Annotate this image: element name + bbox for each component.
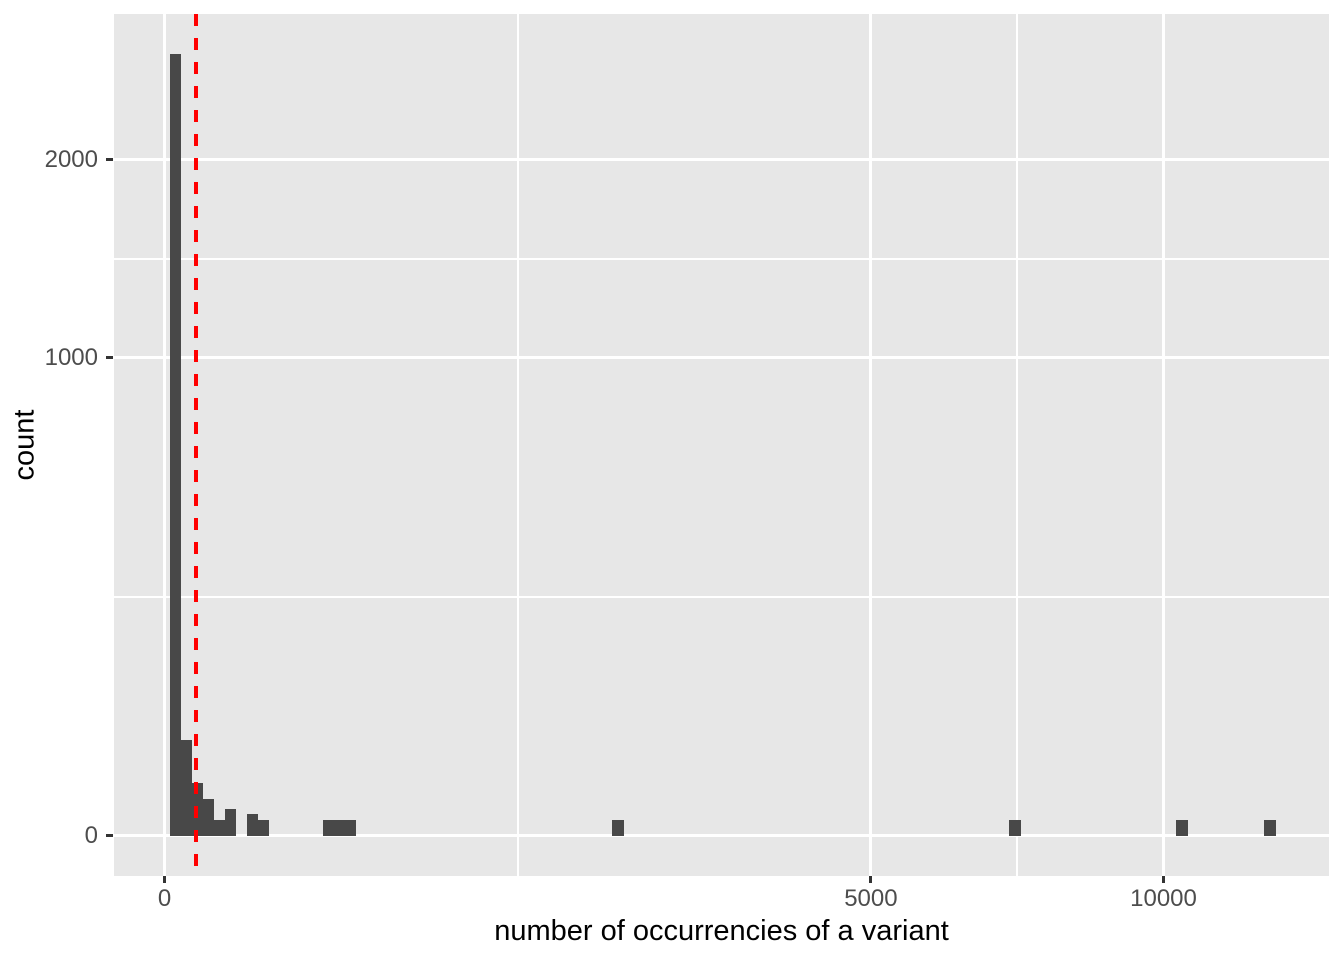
x-axis-tick bbox=[163, 876, 166, 883]
x-axis-tick-label: 0 bbox=[157, 885, 172, 912]
histogram-bar bbox=[257, 820, 269, 836]
x-major-gridline bbox=[1162, 14, 1165, 876]
threshold-vline bbox=[194, 14, 199, 876]
x-axis-tick bbox=[1162, 876, 1165, 883]
histogram-bar bbox=[1176, 820, 1189, 836]
y-axis-tick-label: 2000 bbox=[44, 145, 98, 173]
y-minor-gridline bbox=[114, 257, 1329, 260]
x-axis-title: number of occurrencies of a variant bbox=[494, 915, 949, 947]
x-major-gridline bbox=[163, 14, 166, 876]
x-axis-tick-label: 5000 bbox=[844, 885, 898, 912]
x-minor-gridline bbox=[1016, 14, 1019, 876]
histogram-bar bbox=[323, 820, 356, 836]
y-minor-gridline bbox=[114, 595, 1329, 598]
histogram-bar bbox=[611, 820, 624, 836]
histogram-bar bbox=[1263, 820, 1276, 836]
y-axis-tick bbox=[106, 356, 113, 360]
histogram-bar bbox=[202, 798, 214, 836]
y-axis-tick bbox=[106, 158, 113, 162]
y-axis-tick-label: 0 bbox=[84, 821, 98, 849]
y-major-gridline bbox=[114, 356, 1329, 360]
y-major-gridline bbox=[114, 158, 1329, 162]
x-axis-tick-label: 10000 bbox=[1130, 885, 1197, 912]
y-axis-tick-label: 1000 bbox=[44, 343, 98, 371]
histogram-bar bbox=[246, 814, 258, 836]
histogram-bar bbox=[224, 809, 236, 836]
x-axis-tick bbox=[869, 876, 873, 883]
y-axis-title: count bbox=[8, 409, 41, 481]
histogram-bar bbox=[213, 820, 225, 836]
x-minor-gridline bbox=[516, 14, 519, 876]
x-major-gridline bbox=[869, 14, 873, 876]
histogram-bar bbox=[181, 739, 193, 836]
y-axis-tick bbox=[106, 834, 113, 837]
histogram-bar bbox=[169, 53, 182, 836]
y-major-gridline bbox=[114, 834, 1329, 837]
histogram-bar bbox=[1009, 820, 1021, 836]
plot-panel bbox=[114, 14, 1329, 876]
